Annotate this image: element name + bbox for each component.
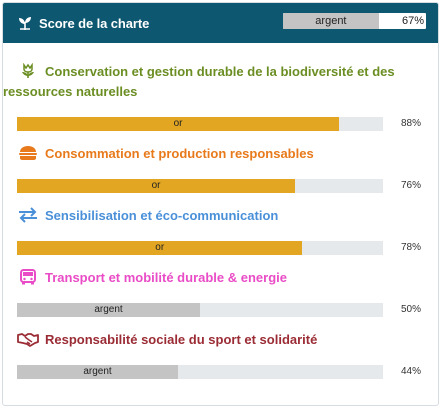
section-score-fill (17, 117, 340, 131)
section-score-fill (17, 241, 303, 255)
burger-icon (17, 145, 39, 161)
section-score-percent: 44% (401, 366, 422, 377)
bus-icon (17, 269, 39, 285)
section-score-bar: or (17, 179, 383, 193)
section-level-label: or (155, 242, 165, 253)
leaf-sprout-icon (17, 15, 33, 31)
section-social: Responsabilité sociale du sport et solid… (17, 329, 427, 379)
section-score-bar: argent (17, 365, 383, 379)
section-level-label: or (173, 118, 183, 129)
overall-score-percent: 67% (401, 15, 424, 27)
charter-score-card: Score de la charte argent 67% Conservati… (2, 2, 439, 406)
section-score-percent: 88% (401, 118, 422, 129)
section-transport: Transport et mobilité durable & energie … (17, 267, 427, 317)
flower-icon (17, 62, 39, 79)
section-score-percent: 78% (401, 242, 422, 253)
section-title: Transport et mobilité durable & energie (17, 267, 427, 289)
section-title: Sensibilisation et éco-communication (17, 205, 427, 227)
section-awareness: Sensibilisation et éco-communication or … (17, 205, 427, 255)
section-score-bar: or (17, 241, 383, 255)
overall-score-bar: argent 67% (283, 13, 426, 29)
section-score-fill (17, 303, 200, 317)
section-score-bar: argent (17, 303, 383, 317)
section-score-fill (17, 365, 179, 379)
section-consumption: Consommation et production responsables … (17, 143, 427, 193)
page-title: Score de la charte (39, 15, 150, 31)
charter-score-header: Score de la charte argent 67% (3, 3, 438, 43)
section-title: Conservation et gestion durable de la bi… (17, 61, 427, 83)
overall-level-label: argent (315, 15, 347, 27)
overall-score-fill (283, 13, 379, 29)
section-title: Responsabilité sociale du sport et solid… (17, 329, 427, 351)
section-level-label: argent (94, 304, 123, 315)
section-title: Consommation et production responsables (17, 143, 427, 165)
section-score-fill (17, 179, 296, 193)
section-level-label: or (151, 180, 161, 191)
section-score-percent: 76% (401, 180, 422, 191)
section-level-label: argent (83, 366, 112, 377)
section-biodiversity: Conservation et gestion durable de la bi… (3, 61, 427, 131)
section-score-bar: or (17, 117, 383, 131)
handshake-icon (17, 331, 39, 347)
exchange-arrows-icon (17, 207, 39, 223)
section-score-percent: 50% (401, 304, 422, 315)
